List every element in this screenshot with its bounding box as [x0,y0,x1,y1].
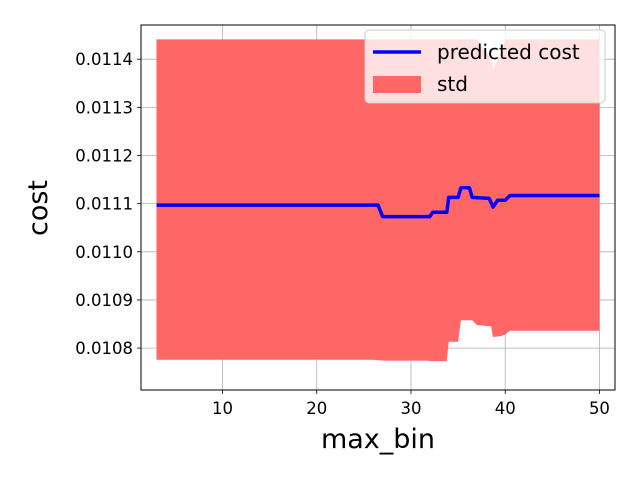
plot-frame [140,24,616,391]
std-band [156,39,600,362]
x-axis: 10 20 30 40 50 [212,390,610,418]
y-tick-label: 0.0112 [75,146,133,165]
y-tick-label: 0.0108 [75,339,133,358]
x-tick-label: 30 [400,399,421,418]
x-axis-title: max_bin [321,424,435,455]
predicted-cost-line-layer [156,186,600,219]
legend-band-swatch [373,76,421,93]
x-tick-label: 20 [306,399,327,418]
y-tick-label: 0.0113 [75,98,133,117]
y-tick-label: 0.0109 [75,291,133,310]
legend-label-predicted-cost: predicted cost [437,40,580,64]
y-tick-label: 0.0114 [75,50,133,69]
x-tick-label: 40 [495,399,516,418]
legend-frame [364,29,606,104]
legend-label-std: std [437,72,468,96]
std-band-layer [156,39,600,362]
y-axis: 0.0108 0.0109 0.0110 0.0111 0.0112 0.0113 0.01… [75,50,141,358]
predicted-cost-line [156,186,600,219]
y-tick-label: 0.0110 [75,243,133,262]
x-tick-label: 10 [212,399,233,418]
legend: predicted cost std [364,29,606,104]
y-tick-label: 0.0111 [75,195,133,214]
y-axis-title: cost [23,180,54,236]
x-tick-label: 50 [589,399,610,418]
